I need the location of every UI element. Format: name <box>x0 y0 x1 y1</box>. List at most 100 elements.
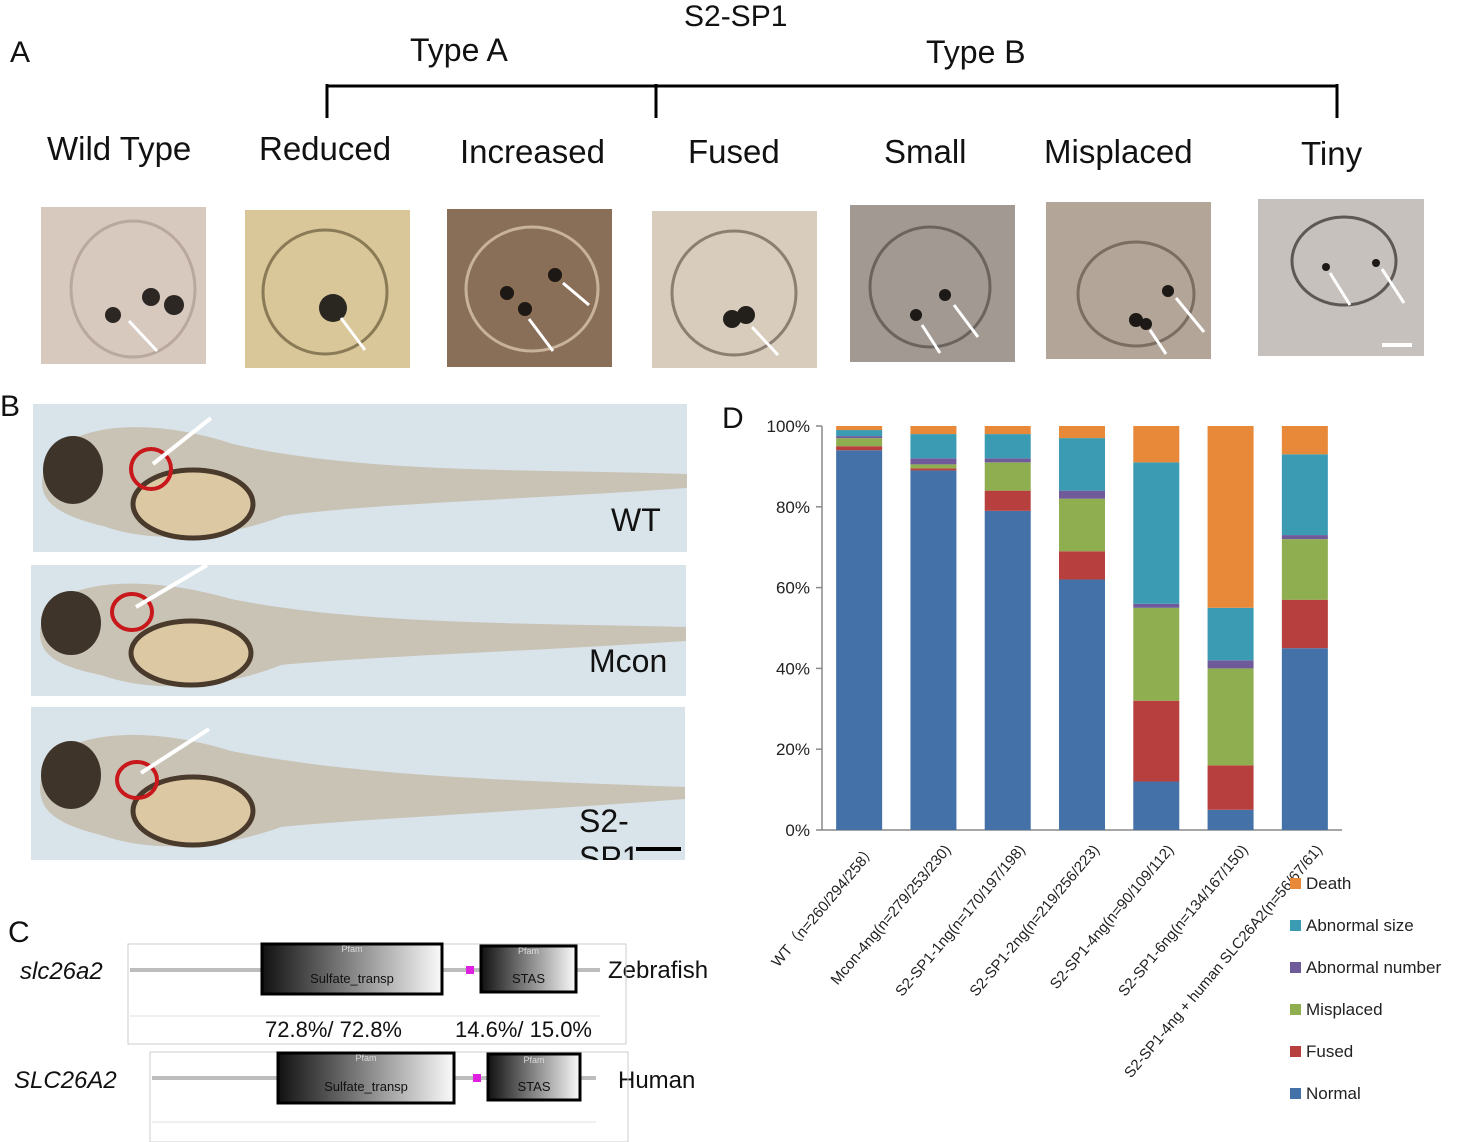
bar-segment <box>1133 700 1180 782</box>
bar-segment <box>984 490 1031 511</box>
label-wt: WT <box>611 502 661 538</box>
label-reduced: Reduced <box>259 130 392 167</box>
bar-segment <box>1133 462 1180 604</box>
bar-segment <box>1207 809 1254 830</box>
domain-stas-human: STAS <box>517 1079 551 1094</box>
species-zebrafish: Zebrafish <box>608 957 709 984</box>
legend-swatch <box>1290 1088 1301 1099</box>
bar-segment <box>1281 599 1328 649</box>
pfam-tag-2: Pfam <box>517 946 539 956</box>
bar-segment <box>836 438 883 447</box>
otolith-image-fused <box>652 211 817 368</box>
otolith-image-wild-type <box>41 207 206 364</box>
bar-segment <box>1281 648 1328 830</box>
category-label: Mcon-4ng(n=279/253/230) <box>828 842 955 989</box>
legend-label: Fused <box>1306 1042 1353 1061</box>
bar-segment <box>836 436 883 439</box>
bar-segment <box>836 430 883 437</box>
legend-swatch <box>1290 878 1301 889</box>
bar-segment <box>984 510 1031 830</box>
bar-segment <box>836 450 883 830</box>
category-label: S2-SP1-4ng(n=90/109/112) <box>1047 842 1178 993</box>
bar-segment <box>1281 535 1328 540</box>
y-tick-label: 80% <box>776 498 810 517</box>
bar-segment <box>910 468 957 471</box>
type-a-label: Type A <box>410 32 508 68</box>
otolith-image-increased <box>447 209 612 367</box>
label-misplaced: Misplaced <box>1044 133 1193 170</box>
bar-segment <box>910 464 957 469</box>
bar-segment <box>1281 454 1328 536</box>
legend-label: Misplaced <box>1306 1000 1383 1019</box>
y-tick-label: 60% <box>776 579 810 598</box>
y-tick-label: 20% <box>776 740 810 759</box>
legend-label: Normal <box>1306 1084 1361 1103</box>
bar-segment <box>1207 765 1254 810</box>
bar-segment <box>1059 579 1105 830</box>
bar-segment <box>1133 781 1180 830</box>
legend-label: Death <box>1306 874 1351 893</box>
type-b-label: Type B <box>926 34 1026 70</box>
label-mcon: Mcon <box>589 643 668 679</box>
bar-segment <box>1059 426 1105 439</box>
identity-sulfate-transp: 72.8%/ 72.8% <box>265 1017 402 1042</box>
bar-segment <box>1281 539 1328 600</box>
label-small: Small <box>884 133 967 170</box>
otolith-image-misplaced <box>1046 202 1211 359</box>
panel-a-letter: A <box>10 36 31 69</box>
panel-b-letter: B <box>0 390 21 423</box>
bar-segment <box>984 434 1031 459</box>
bar-segment <box>1059 498 1105 552</box>
legend-label: Abnormal number <box>1306 958 1441 977</box>
bar-segment <box>1133 603 1180 608</box>
gene-label-human: SLC26A2 <box>14 1067 117 1094</box>
larva-image-wt: WT <box>33 404 687 552</box>
pfam-tag-1: Pfam <box>341 944 363 954</box>
bar-segment <box>910 426 957 435</box>
label-s2-sp1: S2-SP1 <box>579 803 640 860</box>
domain-stas-zebrafish: STAS <box>512 971 545 986</box>
bar-segment <box>836 446 883 451</box>
gene-label-zebrafish: slc26a2 <box>20 958 103 985</box>
legend-swatch <box>1290 920 1301 931</box>
bar-segment <box>1133 426 1180 463</box>
category-label: S2-SP1-2ng(n=219/256/223) <box>966 842 1103 1000</box>
stacked-bar-chart: 0%20%40%60%80%100%WT（n=260/294/258）Mcon-… <box>767 417 1442 1103</box>
pfam-tag-3: Pfam <box>355 1053 377 1063</box>
protein-domain-diagram <box>127 942 629 1142</box>
y-tick-label: 0% <box>785 821 810 840</box>
panel-c-letter: C <box>8 916 30 949</box>
bar-segment <box>910 458 957 465</box>
larva-image-mcon: Mcon <box>31 565 686 696</box>
bar-segment <box>984 426 1031 435</box>
larva-image-s2-sp1: S2-SP1 <box>31 707 685 860</box>
bar-segment <box>1281 426 1328 455</box>
y-tick-label: 100% <box>767 417 810 436</box>
panel-a-title: S2-SP1 <box>684 0 788 33</box>
pfam-tag-4: Pfam <box>523 1055 545 1065</box>
legend-label: Abnormal size <box>1306 916 1414 935</box>
label-tiny: Tiny <box>1301 135 1363 172</box>
domain-sulfate-transp-zebrafish: Sulfate_transp <box>310 971 394 986</box>
identity-stas: 14.6%/ 15.0% <box>455 1017 592 1042</box>
bar-segment <box>1207 426 1254 608</box>
bar-segment <box>1207 607 1254 661</box>
category-label: S2-SP1-6ng(n=134/167/150) <box>1115 842 1252 1000</box>
label-wild-type: Wild Type <box>47 130 192 167</box>
species-human: Human <box>618 1067 696 1094</box>
bar-segment <box>1207 668 1254 766</box>
bar-segment <box>910 434 957 459</box>
label-fused: Fused <box>688 133 780 170</box>
legend-swatch <box>1290 1004 1301 1015</box>
bar-segment <box>836 426 883 431</box>
bar-segment <box>910 470 957 830</box>
bar-segment <box>984 458 1031 463</box>
legend-swatch <box>1290 962 1301 973</box>
bar-segment <box>1059 551 1105 580</box>
otolith-image-reduced <box>245 210 410 368</box>
bar-segment <box>1059 490 1105 499</box>
bar-segment <box>1059 438 1105 491</box>
bar-segment <box>1133 607 1180 701</box>
type-bracket <box>325 84 1339 118</box>
otolith-image-small <box>850 205 1015 362</box>
